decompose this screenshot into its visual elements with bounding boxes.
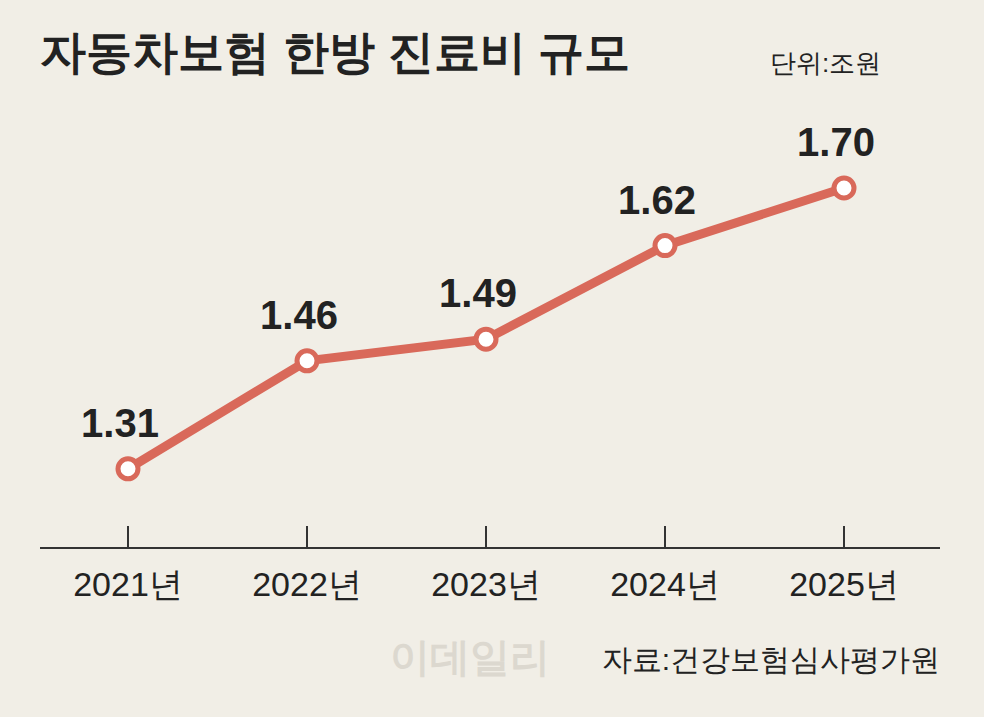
svg-text:2021년: 2021년 bbox=[73, 565, 183, 603]
svg-text:2025년: 2025년 bbox=[789, 565, 899, 603]
html-text:자동차보험 한방 진료비 규모: 자동차보험 한방 진료비 규모 bbox=[40, 26, 631, 78]
svg-text:1.70: 1.70 bbox=[797, 120, 875, 164]
svg-text:1.62: 1.62 bbox=[618, 178, 696, 222]
svg-text:1.46: 1.46 bbox=[260, 293, 338, 337]
svg-text:1.49: 1.49 bbox=[439, 271, 517, 315]
svg-text:2024년: 2024년 bbox=[610, 565, 720, 603]
html-text:이데일리: 이데일리 bbox=[390, 635, 550, 679]
html-text:단위:조원: 단위:조원 bbox=[770, 48, 882, 78]
html-text:자료:건강보험심사평가원: 자료:건강보험심사평가원 bbox=[601, 643, 940, 676]
svg-text:2022년: 2022년 bbox=[252, 565, 362, 603]
svg-text:2023년: 2023년 bbox=[431, 565, 541, 603]
svg-text:1.31: 1.31 bbox=[81, 401, 159, 445]
